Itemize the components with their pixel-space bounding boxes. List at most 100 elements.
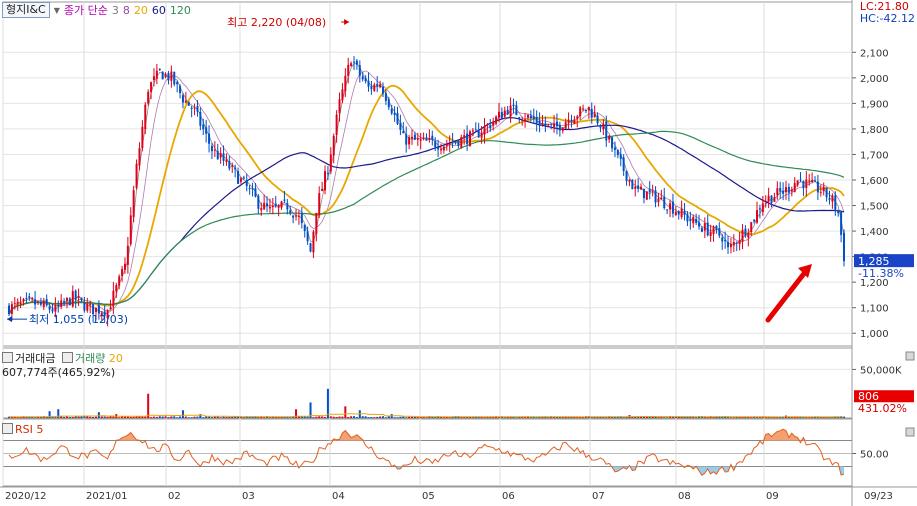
candle-body <box>564 122 567 129</box>
volume-bar <box>515 417 518 418</box>
candle-body <box>437 146 440 150</box>
candle-body <box>184 100 187 103</box>
candle-body <box>587 106 590 111</box>
x-tick-label: 05 <box>422 491 435 502</box>
volume-bar <box>732 417 735 418</box>
candle-body <box>152 76 155 81</box>
volume-bar <box>121 416 124 418</box>
candle-body <box>358 65 361 76</box>
volume-bar <box>173 416 176 418</box>
candle-body <box>170 71 173 81</box>
candle-body <box>367 80 370 87</box>
candle-body <box>60 300 63 307</box>
volume-bar <box>324 416 327 418</box>
candle-body <box>254 188 257 197</box>
volume-legend-box-icon[interactable] <box>2 352 13 363</box>
candle-body <box>793 183 796 192</box>
candle-body <box>840 211 843 235</box>
volume-bar <box>744 416 747 418</box>
candle-body <box>263 202 266 210</box>
candle-body <box>593 113 596 118</box>
volume-bar <box>152 416 155 418</box>
volume-bar <box>715 416 718 418</box>
ma-period-120: 120 <box>169 3 191 17</box>
volume-bar <box>184 416 187 418</box>
candle-body <box>106 310 109 319</box>
red-arrow-icon <box>765 268 809 323</box>
volume-bar <box>442 417 445 418</box>
candle-body <box>205 127 208 134</box>
x-tick-label: 08 <box>678 491 691 502</box>
candle-body <box>399 122 402 130</box>
volume-bar <box>396 417 399 418</box>
candle-body <box>602 123 605 130</box>
volume-bar <box>712 416 715 418</box>
volume-bar <box>263 417 266 418</box>
volume-bar <box>306 416 309 418</box>
candle-body <box>814 180 817 182</box>
volume-bar <box>634 416 637 418</box>
volume-bar <box>796 417 799 418</box>
volume-bar <box>193 416 196 418</box>
volume-bar <box>164 416 167 418</box>
candle-body <box>703 223 706 231</box>
volume-bar <box>843 416 845 418</box>
candle-body <box>599 125 602 128</box>
volume-quantity-box-icon[interactable] <box>61 352 73 363</box>
volume-bar <box>631 416 634 418</box>
volume-bar <box>268 417 271 418</box>
candle-body <box>698 222 701 227</box>
volume-bar <box>758 417 761 418</box>
ma-period-8: 8 <box>122 3 130 17</box>
volume-bar <box>338 416 341 418</box>
volume-bar <box>335 417 338 418</box>
volume-bar <box>637 416 640 418</box>
dropdown-triangle-icon[interactable]: ▼ <box>53 5 60 15</box>
candle-body <box>660 197 663 200</box>
candle-body <box>825 187 828 198</box>
candle-body <box>744 228 747 237</box>
volume-bar <box>506 416 509 418</box>
volume-bar <box>468 416 471 418</box>
candle-body <box>526 115 529 118</box>
volume-bar <box>790 417 793 418</box>
candle-body <box>347 64 350 76</box>
candle-body <box>45 299 48 306</box>
candle-body <box>683 210 686 215</box>
candle-body <box>31 298 34 300</box>
ma-period-3: 3 <box>111 3 119 17</box>
candle-body <box>584 110 587 112</box>
last-price-box <box>854 254 914 268</box>
candle-body <box>582 108 585 110</box>
low-price-label: 최저 1,055 (12/03) <box>29 313 128 326</box>
candle-body <box>63 301 66 303</box>
candle-body <box>486 124 489 126</box>
candle-body <box>451 141 454 143</box>
volume-bar <box>808 417 811 418</box>
volume-bar <box>579 417 582 418</box>
candle-body <box>761 203 764 212</box>
volume-bar <box>329 416 332 418</box>
volume-bar <box>19 416 22 418</box>
rsi-legend-box-icon[interactable] <box>2 423 13 434</box>
ma-120-line <box>8 130 845 315</box>
stock-name-box[interactable]: 형지I&C <box>2 2 50 18</box>
candle-body <box>373 84 376 91</box>
volume-bar <box>613 416 616 418</box>
candle-body <box>300 213 303 224</box>
volume-bar <box>405 417 408 418</box>
candle-body <box>506 109 509 115</box>
rsi-label: RSI <box>15 423 33 436</box>
candle-body <box>718 228 721 236</box>
candle-body <box>257 195 260 209</box>
volume-bar <box>512 416 515 418</box>
volume-bar <box>161 416 164 418</box>
volume-bar <box>738 416 741 418</box>
volume-bar <box>413 416 416 418</box>
candle-body <box>561 127 564 131</box>
volume-bar <box>138 416 141 418</box>
volume-bar <box>521 416 524 418</box>
candle-body <box>689 219 692 222</box>
candle-body <box>126 245 129 265</box>
volume-bar <box>74 416 77 418</box>
